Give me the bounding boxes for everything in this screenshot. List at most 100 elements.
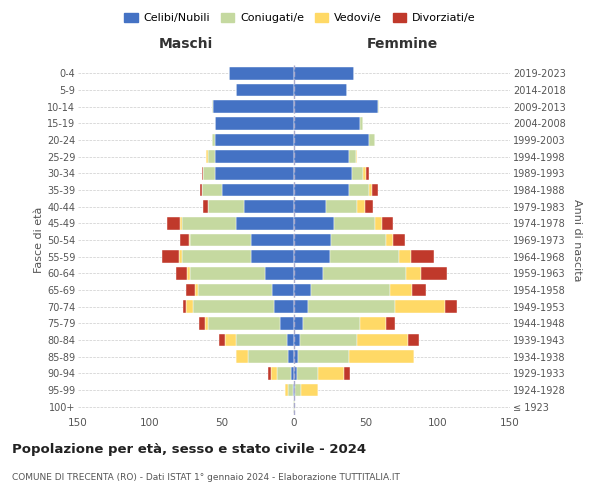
- Bar: [287, 334, 294, 346]
- Bar: [294, 84, 347, 96]
- Bar: [352, 167, 363, 179]
- Bar: [294, 150, 349, 163]
- Legend: Celibi/Nubili, Coniugati/e, Vedovi/e, Divorziati/e: Celibi/Nubili, Coniugati/e, Vedovi/e, Di…: [120, 8, 480, 28]
- Y-axis label: Fasce di età: Fasce di età: [34, 207, 44, 273]
- Bar: [366, 167, 369, 179]
- Bar: [294, 384, 295, 396]
- Bar: [222, 184, 294, 196]
- Bar: [236, 350, 248, 363]
- Bar: [293, 400, 294, 413]
- Bar: [193, 300, 274, 313]
- Bar: [277, 367, 291, 380]
- Bar: [382, 217, 394, 230]
- Bar: [190, 234, 251, 246]
- Bar: [200, 184, 202, 196]
- Bar: [208, 150, 215, 163]
- Bar: [248, 350, 288, 363]
- Bar: [183, 300, 186, 313]
- Bar: [294, 334, 300, 346]
- Bar: [186, 284, 194, 296]
- Bar: [294, 200, 326, 213]
- Bar: [295, 384, 301, 396]
- Bar: [251, 250, 294, 263]
- Bar: [187, 267, 190, 280]
- Bar: [294, 67, 355, 80]
- Bar: [326, 200, 358, 213]
- Bar: [208, 317, 280, 330]
- Bar: [206, 150, 208, 163]
- Bar: [294, 367, 297, 380]
- Bar: [236, 84, 294, 96]
- Bar: [190, 267, 265, 280]
- Bar: [406, 267, 421, 280]
- Bar: [300, 334, 358, 346]
- Bar: [244, 200, 294, 213]
- Bar: [180, 217, 182, 230]
- Bar: [288, 350, 294, 363]
- Bar: [302, 317, 360, 330]
- Bar: [215, 150, 294, 163]
- Bar: [189, 234, 190, 246]
- Bar: [360, 317, 386, 330]
- Bar: [358, 334, 408, 346]
- Bar: [212, 100, 214, 113]
- Bar: [251, 234, 294, 246]
- Bar: [369, 134, 374, 146]
- Bar: [294, 134, 369, 146]
- Bar: [360, 117, 363, 130]
- Bar: [202, 184, 222, 196]
- Bar: [288, 384, 293, 396]
- Bar: [386, 317, 395, 330]
- Bar: [176, 267, 187, 280]
- Bar: [294, 267, 323, 280]
- Bar: [202, 167, 203, 179]
- Bar: [294, 217, 334, 230]
- Bar: [294, 284, 311, 296]
- Bar: [294, 184, 349, 196]
- Text: COMUNE DI TRECENTA (RO) - Dati ISTAT 1° gennaio 2024 - Elaborazione TUTTITALIA.I: COMUNE DI TRECENTA (RO) - Dati ISTAT 1° …: [12, 473, 400, 482]
- Bar: [391, 284, 412, 296]
- Bar: [297, 367, 319, 380]
- Bar: [291, 367, 294, 380]
- Bar: [182, 250, 251, 263]
- Text: Maschi: Maschi: [159, 37, 213, 51]
- Bar: [294, 234, 331, 246]
- Bar: [394, 234, 405, 246]
- Bar: [272, 284, 294, 296]
- Bar: [298, 350, 349, 363]
- Bar: [386, 234, 394, 246]
- Bar: [308, 300, 395, 313]
- Bar: [358, 200, 365, 213]
- Bar: [301, 384, 319, 396]
- Bar: [408, 334, 419, 346]
- Bar: [229, 67, 294, 80]
- Bar: [349, 350, 413, 363]
- Bar: [294, 117, 360, 130]
- Bar: [293, 384, 294, 396]
- Bar: [363, 167, 366, 179]
- Bar: [294, 300, 308, 313]
- Bar: [194, 284, 197, 296]
- Bar: [294, 100, 377, 113]
- Bar: [311, 284, 391, 296]
- Bar: [294, 350, 298, 363]
- Bar: [268, 367, 271, 380]
- Bar: [334, 217, 374, 230]
- Bar: [412, 284, 427, 296]
- Bar: [215, 167, 294, 179]
- Bar: [208, 200, 244, 213]
- Bar: [179, 250, 182, 263]
- Bar: [214, 100, 294, 113]
- Bar: [330, 250, 399, 263]
- Bar: [236, 334, 287, 346]
- Bar: [374, 217, 382, 230]
- Bar: [356, 150, 358, 163]
- Bar: [421, 267, 446, 280]
- Bar: [225, 334, 236, 346]
- Bar: [395, 300, 445, 313]
- Bar: [294, 317, 302, 330]
- Bar: [167, 217, 180, 230]
- Bar: [212, 134, 215, 146]
- Bar: [319, 367, 344, 380]
- Bar: [349, 184, 369, 196]
